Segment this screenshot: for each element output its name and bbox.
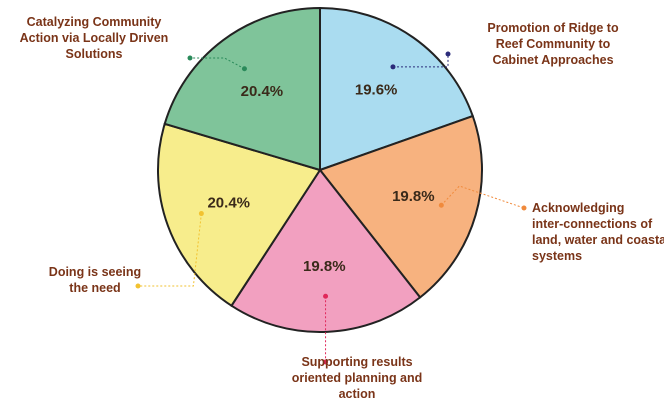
leader-dot-outer-catalyzing-community (187, 55, 193, 61)
leader-dot-outer-supporting-results (323, 359, 329, 365)
pie-value-label-doing-is-seeing: 20.4% (207, 194, 250, 211)
leader-dot-inner-supporting-results (323, 293, 329, 299)
pie-value-label-catalyzing-community: 20.4% (241, 83, 284, 100)
pie-slice-acknowledging-interconnections (318, 114, 483, 299)
label-catalyzing-community: Catalyzing Community Action via Locally … (19, 15, 169, 61)
leader-dot-inner-doing-is-seeing (198, 211, 204, 217)
leader-dot-inner-catalyzing-community (241, 66, 247, 72)
leader-line-doing-is-seeing (138, 213, 202, 287)
label-doing-is-seeing: Doing is seeing the need (48, 265, 142, 295)
leader-dot-inner-acknowledging-interconnections (438, 202, 444, 208)
leader-line-acknowledging-interconnections (440, 185, 525, 209)
pie-value-label-promotion-ridge-to-reef: 19.6% (355, 82, 398, 99)
leader-line-catalyzing-community (190, 57, 245, 70)
pie-value-label-acknowledging-interconnections: 19.8% (392, 188, 435, 205)
label-supporting-results: Supporting results oriented planning and… (291, 355, 423, 401)
pie-slice-catalyzing-community (163, 6, 321, 172)
pie-slice-doing-is-seeing (157, 122, 322, 308)
leader-dot-inner-promotion-ridge-to-reef (390, 64, 396, 70)
pie-value-label-supporting-results: 19.8% (303, 258, 346, 275)
label-acknowledging-interconnections: Acknowledging inter-connections of land,… (532, 201, 664, 263)
leader-dot-outer-doing-is-seeing (135, 283, 141, 289)
label-promotion-ridge-to-reef: Promotion of Ridge to Reef Community to … (487, 21, 619, 67)
leader-dot-outer-acknowledging-interconnections (521, 205, 527, 211)
pie-slice-supporting-results (230, 168, 422, 333)
leader-dot-outer-promotion-ridge-to-reef (445, 51, 451, 57)
